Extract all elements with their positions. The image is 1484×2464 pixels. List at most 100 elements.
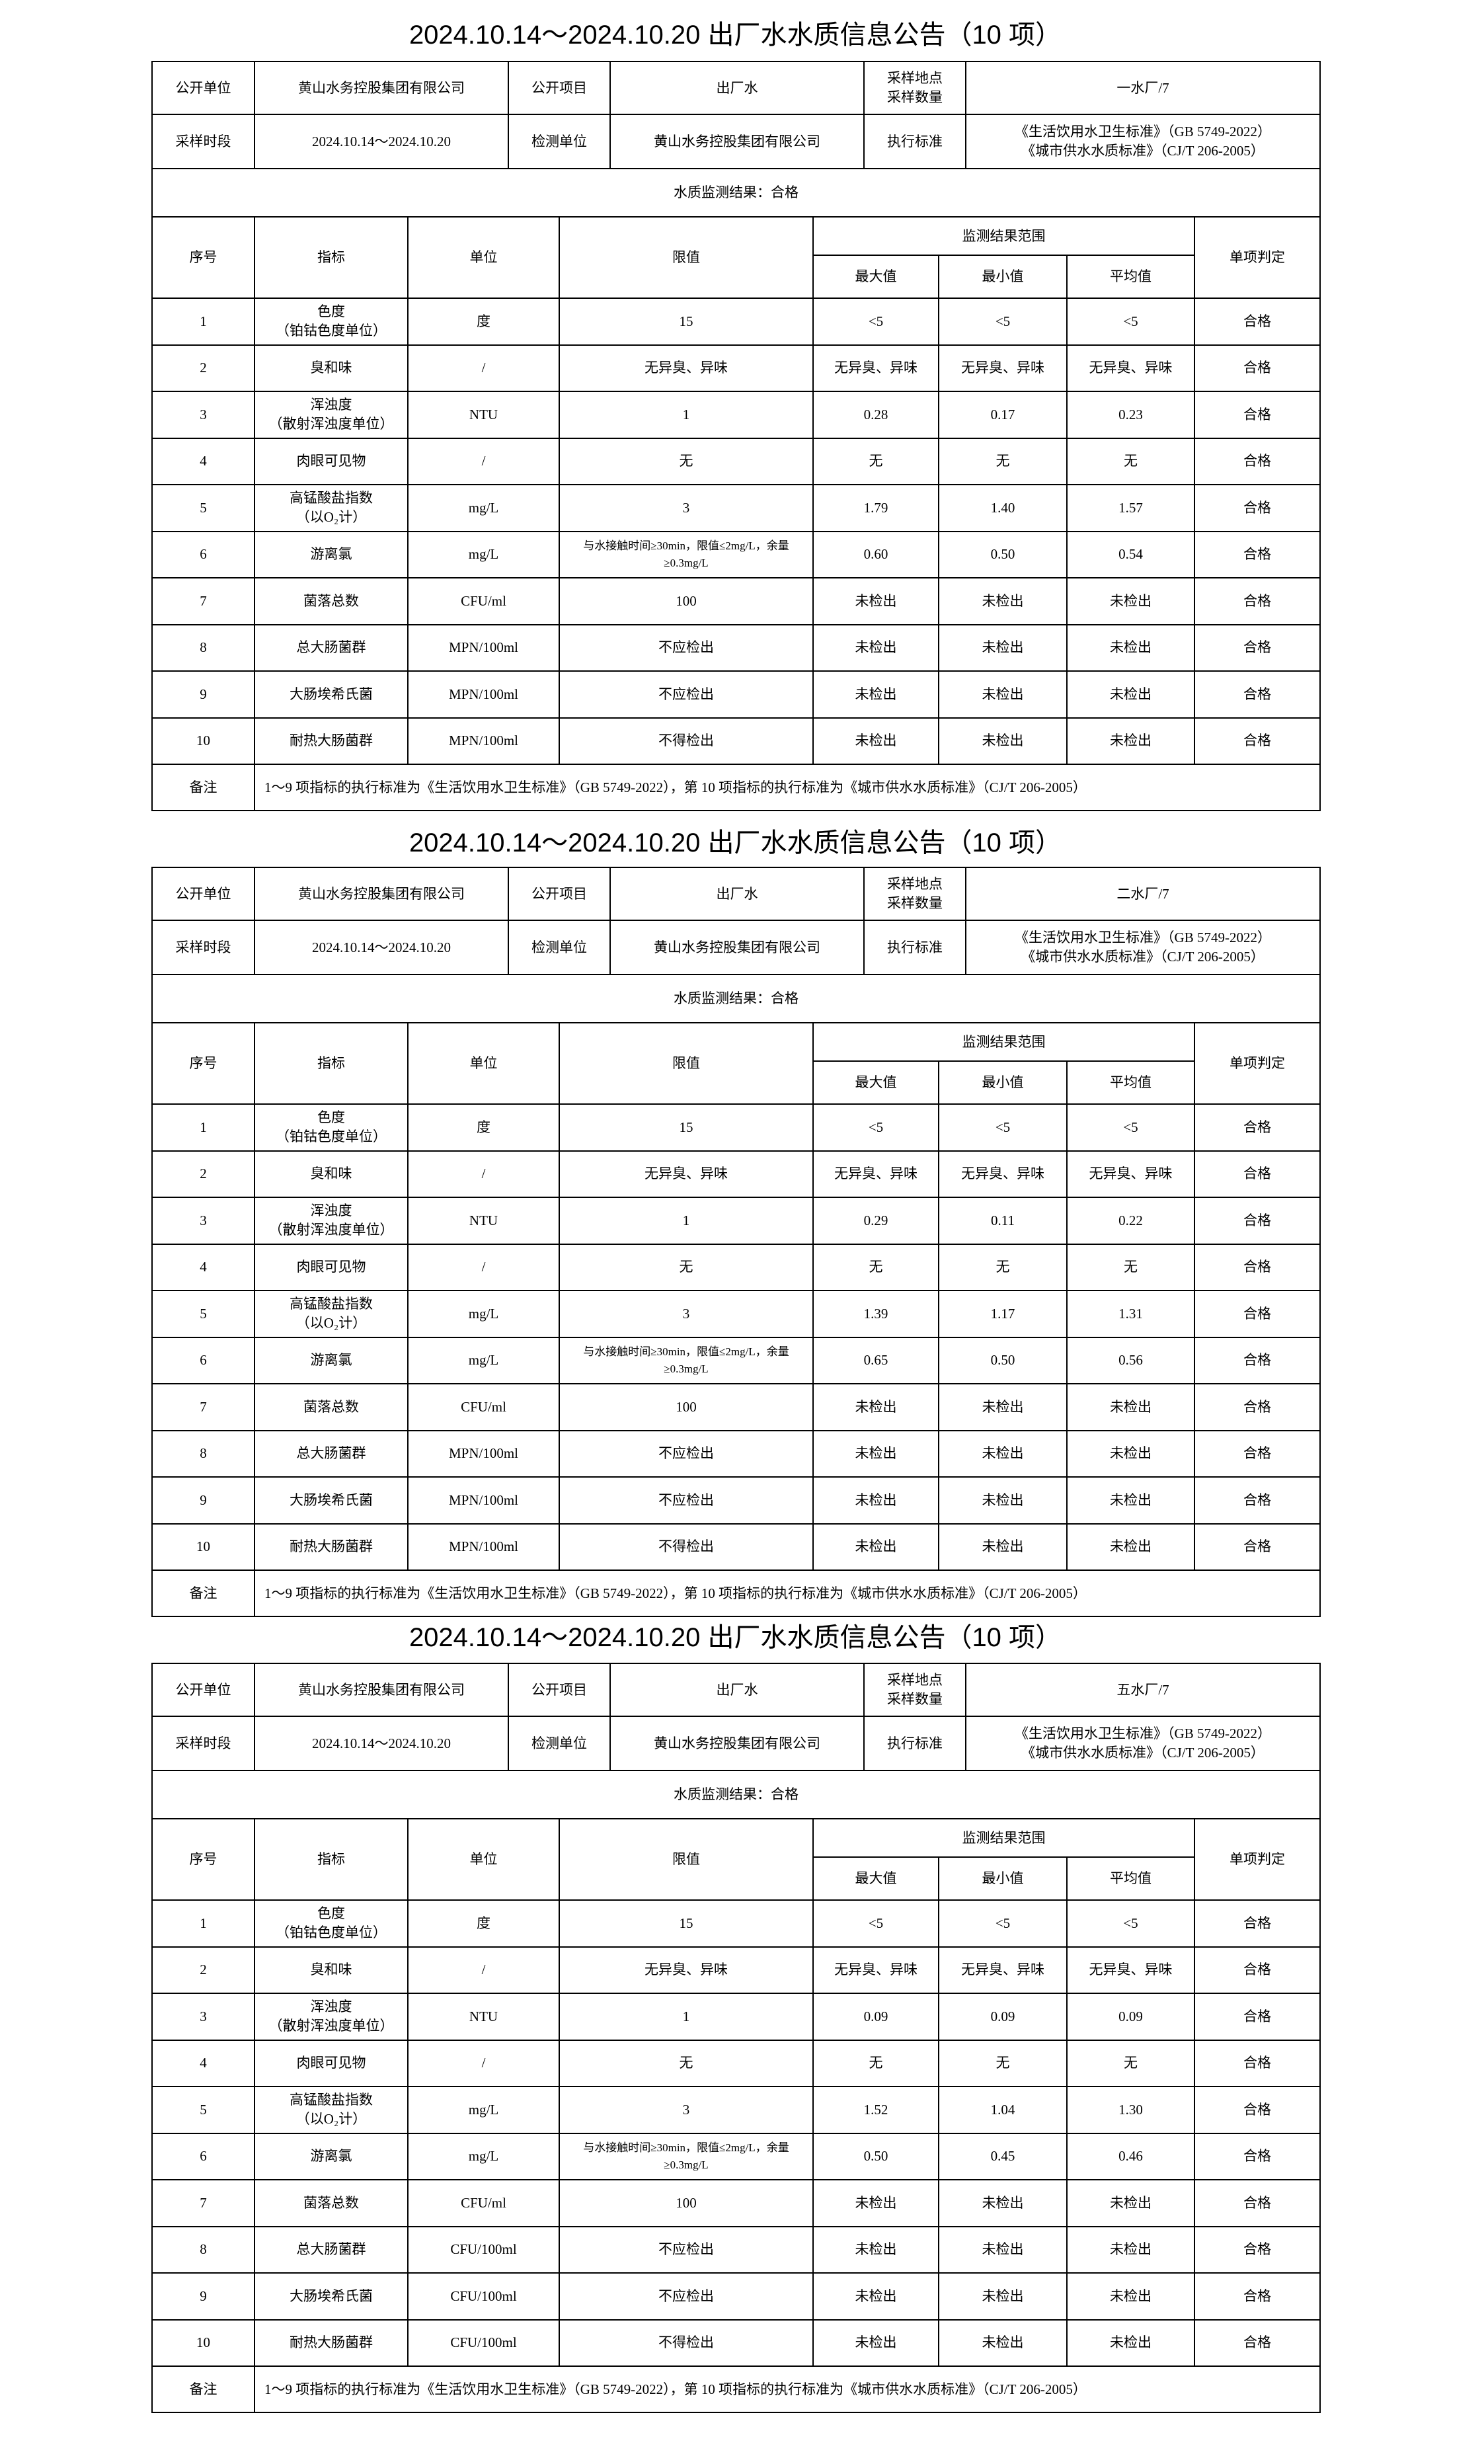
publisher-label: 公开单位 bbox=[151, 1663, 255, 1717]
indicator-subtitle: （散射浑浊度单位） bbox=[268, 2018, 394, 2034]
limit: 不得检出 bbox=[559, 2319, 814, 2367]
min-value: 无异臭、异味 bbox=[938, 344, 1068, 392]
report-info-table: 公开单位 黄山水务控股集团有限公司 公开项目 出厂水 采样地点 采样数量 二水厂/7 采样时段… bbox=[151, 867, 1321, 1023]
indicator-name: 臭和味 bbox=[254, 1946, 409, 1994]
avg-value: 未检出 bbox=[1066, 2319, 1196, 2367]
max-value: <5 bbox=[812, 1103, 939, 1152]
judgement: 合格 bbox=[1194, 1899, 1321, 1948]
period-label: 采样时段 bbox=[151, 1716, 255, 1771]
indicator-name: 臭和味 bbox=[254, 1150, 409, 1198]
unit: 度 bbox=[407, 1103, 560, 1152]
avg-value: <5 bbox=[1066, 298, 1196, 346]
max-value: 无异臭、异味 bbox=[812, 1946, 939, 1994]
indicator-label: 大肠埃希氏菌 bbox=[290, 1491, 373, 1508]
indicator-label: 肉眼可见物 bbox=[296, 453, 366, 469]
row-number: 9 bbox=[151, 2272, 255, 2321]
row-number: 1 bbox=[151, 298, 255, 346]
header-indicator: 指标 bbox=[254, 1818, 409, 1901]
judgement: 合格 bbox=[1194, 1993, 1321, 2041]
max-value: 未检出 bbox=[812, 1429, 939, 1478]
min-value: 未检出 bbox=[938, 670, 1068, 719]
limit: 不得检出 bbox=[559, 717, 814, 765]
max-value: 未检出 bbox=[812, 2272, 939, 2321]
indicator-label: 浑浊度 bbox=[310, 1203, 352, 1219]
indicator-name: 浑浊度 （散射浑浊度单位） bbox=[254, 391, 409, 439]
judgement: 合格 bbox=[1194, 2272, 1321, 2321]
header-unit: 单位 bbox=[407, 1022, 560, 1105]
indicator-name: 肉眼可见物 bbox=[254, 2039, 409, 2087]
report-info-table: 公开单位 黄山水务控股集团有限公司 公开项目 出厂水 采样地点 采样数量 五水厂/7 采样时段… bbox=[151, 1663, 1321, 1819]
table-row: 5 高锰酸盐指数 （以O₂计） mg/L 3 1.39 1.17 1.31 合格 bbox=[151, 1290, 1321, 1338]
indicator-label: 游离氯 bbox=[310, 2148, 352, 2165]
avg-value: 无 bbox=[1066, 2039, 1196, 2087]
indicator-subtitle: （以O₂计） bbox=[295, 2111, 367, 2127]
limit: 3 bbox=[559, 2086, 814, 2134]
judgement: 合格 bbox=[1194, 437, 1321, 485]
unit: mg/L bbox=[407, 484, 560, 532]
indicator-label: 色度 bbox=[317, 1905, 345, 1922]
table-row: 1 色度 （铂钴色度单位）度 15 <5 <5 <5 合格 bbox=[151, 298, 1321, 346]
limit: 无 bbox=[559, 437, 814, 485]
limit: 不应检出 bbox=[559, 2272, 814, 2321]
header-avg: 平均值 bbox=[1066, 1060, 1196, 1105]
indicator-label: 菌落总数 bbox=[303, 1398, 359, 1415]
min-value: <5 bbox=[938, 298, 1068, 346]
remark-text: 1～9 项指标的执行标准为《生活饮用水卫生标准》（GB 5749-2022），第… bbox=[253, 2365, 1321, 2413]
site-label: 采样地点 采样数量 bbox=[863, 867, 966, 921]
header-no: 序号 bbox=[151, 1818, 255, 1901]
judgement: 合格 bbox=[1194, 391, 1321, 439]
limit: 100 bbox=[559, 577, 814, 625]
judgement: 合格 bbox=[1194, 670, 1321, 719]
row-number: 2 bbox=[151, 344, 255, 392]
judgement: 合格 bbox=[1194, 530, 1321, 578]
limit: 3 bbox=[559, 1290, 814, 1338]
indicator-label: 臭和味 bbox=[310, 1962, 352, 1978]
judgement: 合格 bbox=[1194, 1946, 1321, 1994]
row-number: 10 bbox=[151, 717, 255, 765]
min-value: 未检出 bbox=[938, 577, 1068, 625]
min-value: 0.50 bbox=[938, 1336, 1068, 1384]
header-range: 监测结果范围 bbox=[812, 1818, 1196, 1858]
judgement: 合格 bbox=[1194, 2086, 1321, 2134]
period-value: 2024.10.14～2024.10.20 bbox=[254, 1716, 509, 1771]
indicator-name: 大肠埃希氏菌 bbox=[254, 2272, 409, 2321]
indicator-subtitle: （以O₂计） bbox=[295, 509, 367, 526]
min-value: 未检出 bbox=[938, 1429, 1068, 1478]
indicator-name: 浑浊度 （散射浑浊度单位） bbox=[254, 1993, 409, 2041]
table-row: 10 耐热大肠菌群 MPN/100ml 不得检出 未检出 未检出 未检出 合格 bbox=[151, 717, 1321, 765]
max-value: 未检出 bbox=[812, 623, 939, 672]
table-row: 1 色度 （铂钴色度单位）度 15 <5 <5 <5 合格 bbox=[151, 1899, 1321, 1948]
limit: 100 bbox=[559, 1383, 814, 1431]
publisher-value: 黄山水务控股集团有限公司 bbox=[254, 1663, 509, 1717]
standard-line: 《城市供水水质标准》（CJ/T 206-2005） bbox=[1021, 949, 1265, 965]
row-number: 7 bbox=[151, 1383, 255, 1431]
max-value: 未检出 bbox=[812, 2225, 939, 2274]
indicator-label: 臭和味 bbox=[310, 360, 352, 376]
table-row: 9 大肠埃希氏菌 MPN/100ml 不应检出 未检出 未检出 未检出 合格 bbox=[151, 670, 1321, 719]
min-value: 无异臭、异味 bbox=[938, 1946, 1068, 1994]
unit: CFU/100ml bbox=[407, 2225, 560, 2274]
row-number: 9 bbox=[151, 670, 255, 719]
min-value: 0.45 bbox=[938, 2132, 1068, 2180]
indicator-name: 高锰酸盐指数 （以O₂计） bbox=[254, 1290, 409, 1338]
unit: CFU/ml bbox=[407, 2179, 560, 2227]
remark-text: 1～9 项指标的执行标准为《生活饮用水卫生标准》（GB 5749-2022），第… bbox=[253, 764, 1321, 811]
indicator-label: 总大肠菌群 bbox=[296, 2241, 366, 2258]
report-title: 2024.10.14～2024.10.20 出厂水水质信息公告（10 项） bbox=[409, 828, 1062, 857]
lab-value: 黄山水务控股集团有限公司 bbox=[609, 114, 865, 169]
water-quality-table: 序号 指标 单位 限值 监测结果范围 单项判定 最大值 最小值 平均值 1 色度 （铂钴色度单位）度 1… bbox=[151, 216, 1321, 811]
unit: NTU bbox=[407, 1197, 560, 1245]
row-number: 8 bbox=[151, 1429, 255, 1478]
count-label-line: 采样数量 bbox=[887, 1691, 943, 1707]
header-range: 监测结果范围 bbox=[812, 1022, 1196, 1062]
max-value: 0.60 bbox=[812, 530, 939, 578]
indicator-name: 高锰酸盐指数 （以O₂计） bbox=[254, 484, 409, 532]
avg-value: 未检出 bbox=[1066, 2179, 1196, 2227]
header-max: 最大值 bbox=[812, 255, 939, 299]
site-value: 一水厂/7 bbox=[965, 61, 1321, 115]
max-value: 0.28 bbox=[812, 391, 939, 439]
judgement: 合格 bbox=[1194, 1103, 1321, 1152]
table-row: 2 臭和味 / 无异臭、异味 无异臭、异味 无异臭、异味 无异臭、异味 合格 bbox=[151, 1150, 1321, 1198]
water-quality-table: 序号 指标 单位 限值 监测结果范围 单项判定 最大值 最小值 平均值 1 色度 （铂钴色度单位）度 1… bbox=[151, 1022, 1321, 1617]
judgement: 合格 bbox=[1194, 2179, 1321, 2227]
